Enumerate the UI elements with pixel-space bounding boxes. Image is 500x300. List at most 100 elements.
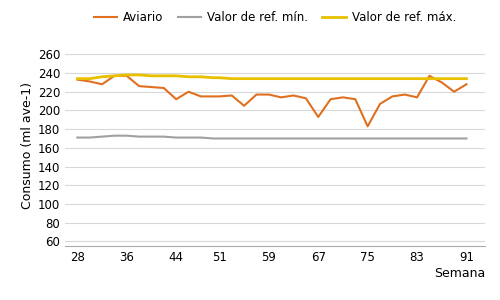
Valor de ref. mín. [290, 137, 296, 140]
Y-axis label: Consumo (ml ave-1): Consumo (ml ave-1) [20, 82, 34, 209]
Aviario [229, 94, 235, 97]
Valor de ref. mín. [439, 137, 445, 140]
Valor de ref. mín. [86, 136, 92, 140]
Valor de ref. máx. [186, 75, 192, 79]
Valor de ref. mín. [402, 137, 407, 140]
Aviario [290, 94, 296, 97]
Valor de ref. mín. [266, 137, 272, 140]
Valor de ref. mín. [451, 137, 457, 140]
Valor de ref. máx. [229, 77, 235, 80]
Aviario [86, 80, 92, 83]
Valor de ref. máx. [86, 77, 92, 80]
Aviario [74, 78, 80, 81]
Valor de ref. máx. [364, 77, 370, 80]
Aviario [148, 85, 154, 89]
Valor de ref. mín. [464, 137, 469, 140]
Aviario [303, 97, 309, 100]
Valor de ref. mín. [390, 137, 396, 140]
Valor de ref. máx. [112, 74, 117, 78]
X-axis label: Semana: Semana [434, 267, 485, 280]
Aviario [315, 115, 321, 119]
Aviario [414, 96, 420, 99]
Valor de ref. máx. [303, 77, 309, 80]
Valor de ref. máx. [74, 77, 80, 80]
Aviario [439, 81, 445, 84]
Aviario [352, 98, 358, 101]
Aviario [173, 98, 179, 101]
Valor de ref. máx. [148, 74, 154, 78]
Valor de ref. mín. [136, 135, 142, 138]
Aviario [266, 93, 272, 96]
Aviario [112, 74, 117, 78]
Valor de ref. mín. [303, 137, 309, 140]
Aviario [278, 96, 284, 99]
Aviario [402, 93, 407, 96]
Line: Aviario: Aviario [78, 76, 466, 126]
Valor de ref. mín. [148, 135, 154, 138]
Valor de ref. máx. [161, 74, 167, 78]
Aviario [254, 93, 260, 96]
Valor de ref. máx. [173, 74, 179, 78]
Valor de ref. mín. [161, 135, 167, 138]
Valor de ref. máx. [266, 77, 272, 80]
Valor de ref. máx. [198, 75, 204, 79]
Aviario [99, 82, 105, 86]
Valor de ref. máx. [124, 73, 130, 77]
Aviario [216, 94, 222, 98]
Valor de ref. máx. [390, 77, 396, 80]
Aviario [124, 74, 130, 78]
Valor de ref. mín. [340, 137, 346, 140]
Valor de ref. máx. [315, 77, 321, 80]
Aviario [364, 124, 370, 128]
Valor de ref. mín. [414, 137, 420, 140]
Valor de ref. mín. [377, 137, 383, 140]
Valor de ref. máx. [439, 77, 445, 80]
Valor de ref. máx. [216, 76, 222, 80]
Valor de ref. máx. [402, 77, 407, 80]
Valor de ref. mín. [278, 137, 284, 140]
Valor de ref. mín. [216, 137, 222, 140]
Valor de ref. mín. [74, 136, 80, 140]
Line: Valor de ref. mín.: Valor de ref. mín. [78, 136, 466, 139]
Valor de ref. máx. [352, 77, 358, 80]
Aviario [390, 94, 396, 98]
Valor de ref. mín. [186, 136, 192, 140]
Valor de ref. máx. [278, 77, 284, 80]
Valor de ref. máx. [136, 73, 142, 77]
Aviario [210, 94, 216, 98]
Valor de ref. mín. [229, 137, 235, 140]
Valor de ref. mín. [426, 137, 432, 140]
Valor de ref. mín. [328, 137, 334, 140]
Valor de ref. máx. [99, 75, 105, 79]
Line: Valor de ref. máx.: Valor de ref. máx. [78, 75, 466, 79]
Legend: Aviario, Valor de ref. mín., Valor de ref. máx.: Aviario, Valor de ref. mín., Valor de re… [89, 7, 461, 29]
Valor de ref. máx. [290, 77, 296, 80]
Valor de ref. mín. [124, 134, 130, 137]
Valor de ref. mín. [198, 136, 204, 140]
Valor de ref. máx. [414, 77, 420, 80]
Valor de ref. mín. [364, 137, 370, 140]
Valor de ref. mín. [99, 135, 105, 138]
Aviario [426, 74, 432, 78]
Aviario [464, 82, 469, 86]
Valor de ref. mín. [112, 134, 117, 137]
Valor de ref. máx. [254, 77, 260, 80]
Aviario [241, 104, 247, 108]
Valor de ref. mín. [173, 136, 179, 140]
Aviario [451, 90, 457, 94]
Valor de ref. máx. [377, 77, 383, 80]
Aviario [377, 102, 383, 106]
Aviario [198, 94, 204, 98]
Aviario [161, 86, 167, 90]
Valor de ref. máx. [451, 77, 457, 80]
Valor de ref. mín. [241, 137, 247, 140]
Aviario [328, 98, 334, 101]
Valor de ref. máx. [340, 77, 346, 80]
Valor de ref. máx. [426, 77, 432, 80]
Valor de ref. mín. [254, 137, 260, 140]
Valor de ref. máx. [464, 77, 469, 80]
Valor de ref. mín. [352, 137, 358, 140]
Valor de ref. máx. [328, 77, 334, 80]
Aviario [186, 90, 192, 94]
Valor de ref. máx. [210, 76, 216, 80]
